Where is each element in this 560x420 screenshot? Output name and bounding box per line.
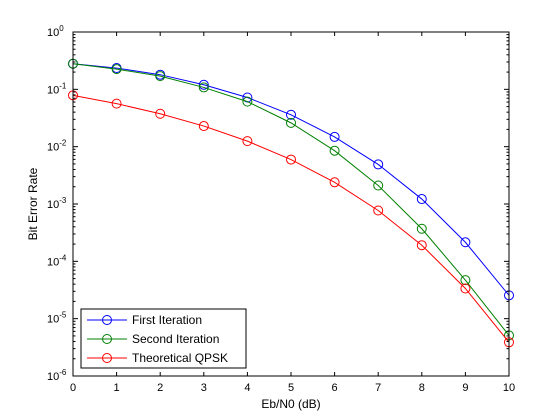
data-point xyxy=(111,64,122,75)
y-tick-base: 10 xyxy=(47,256,59,268)
data-point xyxy=(286,154,296,165)
y-tick-label: 10-6 xyxy=(47,368,67,383)
data-point xyxy=(242,96,253,107)
data-point xyxy=(416,240,427,251)
plot-frame xyxy=(72,31,510,377)
x-tick-label: 3 xyxy=(201,382,207,394)
data-point xyxy=(329,131,340,142)
x-tick-label: 5 xyxy=(288,382,294,394)
data-point xyxy=(373,159,384,170)
series-2 xyxy=(68,58,514,341)
y-axis-label: Bit Error Rate xyxy=(26,167,40,240)
x-tick-label: 6 xyxy=(332,382,338,394)
data-point xyxy=(416,223,427,234)
y-tick-exponent: -4 xyxy=(59,253,67,262)
y-tick-base: 10 xyxy=(47,27,59,39)
data-point xyxy=(242,136,253,147)
data-point xyxy=(111,98,122,109)
x-axis-label: Eb/N0 (dB) xyxy=(261,397,320,411)
data-point xyxy=(460,283,471,294)
data-point xyxy=(155,108,166,119)
y-tick-base: 10 xyxy=(47,314,59,326)
data-point xyxy=(460,275,471,286)
data-point xyxy=(373,180,384,191)
data-point xyxy=(198,121,209,132)
y-tick-exponent: -1 xyxy=(59,81,67,90)
x-tick-label: 2 xyxy=(157,382,163,394)
legend-entry: Theoretical QPSK xyxy=(87,351,228,365)
y-tick-label: 10-3 xyxy=(47,196,67,211)
legend-label: Theoretical QPSK xyxy=(132,351,228,365)
data-point xyxy=(416,194,427,205)
x-tick-label: 9 xyxy=(462,382,468,394)
data-point xyxy=(373,205,384,216)
legend-marker xyxy=(102,334,112,344)
legend-entry: Second Iteration xyxy=(87,332,219,346)
x-tick-label: 4 xyxy=(244,382,250,394)
y-tick-label: 10-5 xyxy=(47,311,67,326)
data-point xyxy=(155,71,166,82)
data-point xyxy=(460,237,471,248)
data-point xyxy=(198,79,209,90)
y-tick-label: 10-1 xyxy=(47,81,67,96)
data-point xyxy=(286,109,296,120)
data-point xyxy=(286,117,296,128)
series-line xyxy=(72,63,510,336)
y-tick-exponent: -6 xyxy=(59,368,67,377)
legend-marker xyxy=(102,353,112,363)
data-point xyxy=(329,145,340,156)
legend-label: First Iteration xyxy=(132,313,202,327)
y-tick-base: 10 xyxy=(47,142,59,154)
series-line xyxy=(72,94,510,343)
y-tick-label: 100 xyxy=(47,24,64,39)
legend-marker xyxy=(102,315,112,325)
y-tick-exponent: -2 xyxy=(59,139,67,148)
x-tick-label: 10 xyxy=(503,382,515,394)
y-tick-base: 10 xyxy=(47,371,59,383)
data-point xyxy=(329,177,340,188)
y-tick-base: 10 xyxy=(47,84,59,96)
y-tick-exponent: 0 xyxy=(59,24,64,33)
y-tick-exponent: -5 xyxy=(59,311,67,320)
legend-label: Second Iteration xyxy=(132,332,219,346)
y-tick-base: 10 xyxy=(47,199,59,211)
y-tick-label: 10-2 xyxy=(47,139,67,154)
y-tick-exponent: -3 xyxy=(59,196,67,205)
data-point xyxy=(198,82,209,93)
x-tick-label: 0 xyxy=(70,382,76,394)
x-tick-label: 1 xyxy=(114,382,120,394)
x-tick-label: 8 xyxy=(419,382,425,394)
legend: First Iteration Second Iteration Theoretic… xyxy=(80,308,247,369)
series-line xyxy=(72,63,510,296)
y-tick-label: 10-4 xyxy=(47,253,67,268)
legend-entry: First Iteration xyxy=(87,313,202,327)
x-tick-label: 7 xyxy=(375,382,381,394)
